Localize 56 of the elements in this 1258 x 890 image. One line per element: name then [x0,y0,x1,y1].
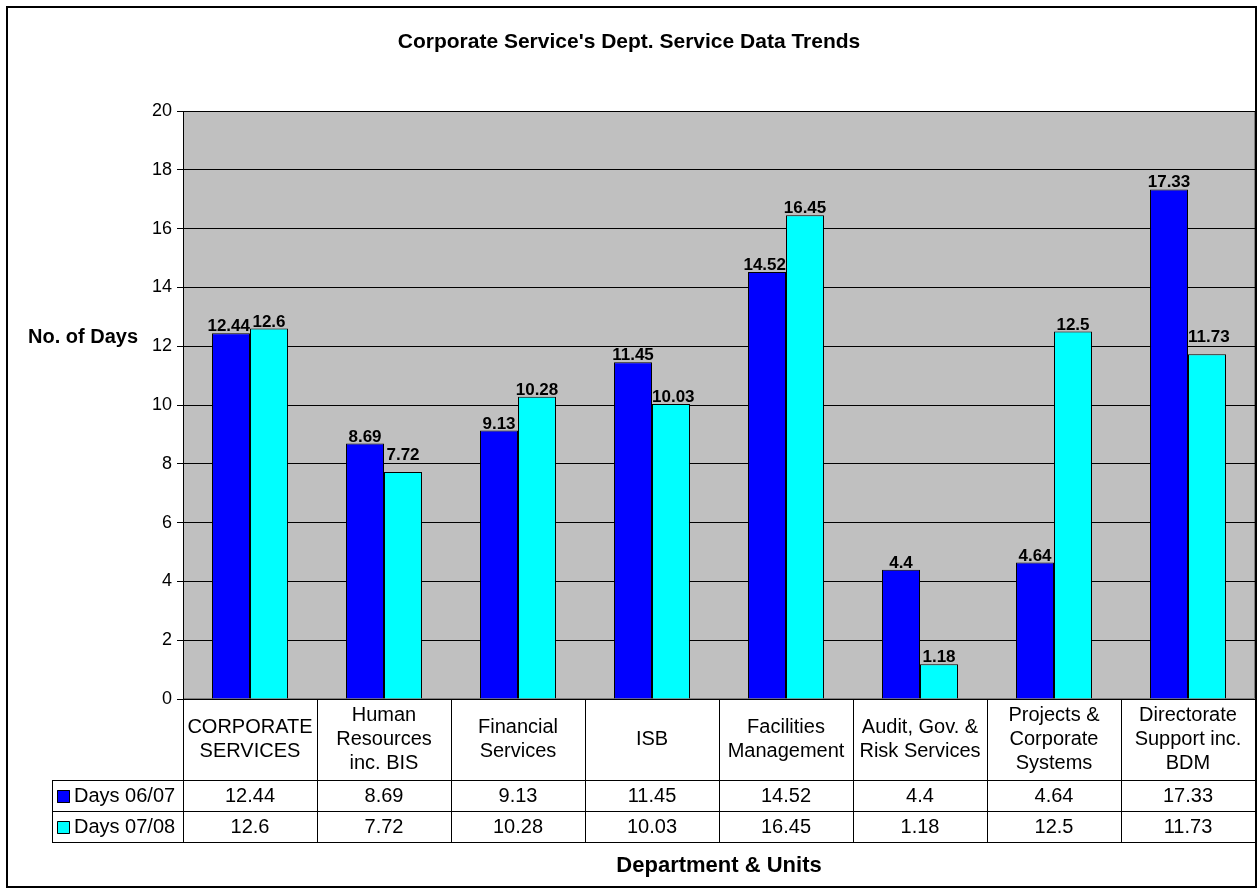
y-tick-label: 12 [151,335,172,356]
y-axis-title: No. of Days [27,324,139,347]
annotation: 4.64 [1018,545,1053,565]
data-label: 4.64 [1034,784,1074,807]
y-tick-label: 14 [151,276,172,297]
annotation: 12.44 [207,316,251,336]
annotation: 11.45 [612,345,654,365]
data-label: 16.45 [760,815,812,838]
y-tick-label: 8 [161,452,172,473]
data-label: 12.5 [1034,815,1074,838]
annotation: 9.13 [482,413,516,433]
annotation: 16.45 [783,198,827,218]
x-tick-label: Projects & Corporate Systems [1008,703,1101,774]
annotation: 8.69 [348,426,382,446]
y-tick-label: 0 [161,687,172,708]
legend-label: Days 06/07 [74,784,176,807]
y-tick-label: 6 [161,511,172,532]
annotation: 17.33 [1147,172,1191,192]
y-tick-label: 10 [151,393,172,414]
x-tick-label: Directorate Support inc. BDM [1134,703,1242,774]
data-label: 10.03 [626,815,678,838]
data-label: 8.69 [364,784,404,807]
legend-label: Days 07/08 [74,815,176,838]
annotation: 4.4 [889,552,914,572]
annotation: 1.18 [922,647,956,667]
data-label: 12.6 [230,815,270,838]
annotation: 11.73 [1188,327,1230,347]
x-axis-title: Department & Units [616,852,822,878]
y-tick-label: 20 [151,99,172,120]
annotation: 10.28 [515,379,559,399]
data-label: 12.44 [224,784,276,807]
data-label: 10.28 [492,815,544,838]
annotation: 10.03 [652,387,695,407]
data-label: 9.13 [498,784,538,807]
data-label: 4.4 [906,784,934,807]
data-label: 17.33 [1162,784,1214,807]
x-tick-label: ISB [635,727,669,750]
annotation: 12.6 [252,311,286,331]
x-tick-label: Human Resources inc. BIS [336,703,432,774]
y-tick-label: 18 [151,158,172,179]
data-label: 14.52 [760,784,812,807]
data-label: 11.45 [627,784,677,807]
chart-title: Corporate Service's Dept. Service Data Trends [397,28,861,52]
y-tick-label: 4 [161,570,172,591]
annotation: 7.72 [386,444,420,464]
annotation: 12.5 [1056,314,1090,334]
x-tick-label: CORPORATE SERVICES [187,715,313,762]
x-tick-label: Audit, Gov. & Risk Services [859,715,981,762]
annotation: 14.52 [743,255,786,275]
data-label: 1.18 [900,815,940,838]
x-tick-label: Facilities Management [727,715,845,762]
data-label: 11.73 [1163,815,1213,838]
y-tick-label: 2 [161,629,172,650]
data-label: 7.72 [364,815,404,838]
x-tick-label: Financial Services [477,715,559,762]
y-tick-label: 16 [151,217,172,238]
